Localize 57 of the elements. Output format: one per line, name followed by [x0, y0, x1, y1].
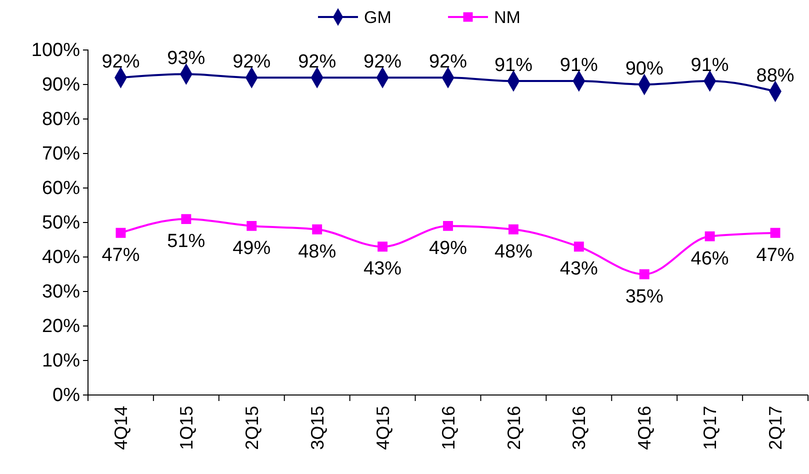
point	[443, 220, 453, 231]
data-label: 92%	[232, 52, 271, 73]
point	[639, 269, 650, 280]
data-label: 92%	[428, 52, 468, 73]
x-tick-label: 2Q16	[504, 406, 524, 450]
data-label: 48%	[298, 241, 336, 262]
data-label: 43%	[364, 258, 402, 280]
y-tick-label: 70%	[42, 144, 80, 165]
point	[312, 224, 322, 234]
data-label: 48%	[494, 241, 533, 262]
y-tick-label: 10%	[42, 350, 80, 372]
data-label: 47%	[756, 244, 794, 266]
data-label: 93%	[167, 48, 206, 70]
point	[508, 224, 518, 234]
x-tick-label: 4Q16	[634, 406, 655, 450]
data-label: 92%	[298, 52, 336, 73]
data-label: 49%	[428, 238, 468, 259]
point	[181, 214, 192, 224]
data-label: 47%	[102, 244, 140, 266]
data-label: 43%	[560, 258, 598, 280]
data-label: 91%	[560, 55, 598, 76]
y-tick-label: 50%	[42, 212, 80, 234]
y-tick-label: 80%	[42, 109, 80, 130]
data-label: 91%	[494, 55, 533, 76]
data-label: 92%	[364, 52, 402, 73]
data-label: 46%	[690, 248, 729, 270]
x-tick-label: 1Q15	[176, 406, 196, 450]
data-label: 51%	[167, 231, 206, 252]
data-label: 49%	[232, 238, 271, 259]
x-tick-label: 3Q16	[569, 406, 590, 450]
point	[116, 228, 126, 238]
point	[770, 228, 780, 238]
x-tick-label: 1Q17	[700, 406, 720, 450]
data-label: 92%	[102, 52, 140, 73]
y-tick-label: 40%	[42, 247, 80, 268]
point	[574, 242, 584, 252]
legend-label: GM	[364, 8, 392, 27]
x-tick-label: 3Q15	[307, 406, 328, 450]
y-tick-label: 60%	[42, 178, 80, 200]
x-tick-label: 4Q14	[111, 406, 132, 450]
x-tick-label: 4Q15	[372, 406, 393, 450]
x-tick-label: 2Q15	[242, 406, 262, 450]
x-tick-label: 1Q16	[438, 406, 458, 450]
y-tick-label: 30%	[42, 282, 80, 303]
point	[378, 242, 388, 252]
y-tick-label: 90%	[42, 74, 80, 96]
point	[704, 231, 715, 242]
y-tick-label: 100%	[31, 40, 80, 62]
x-tick-label: 2Q17	[766, 406, 786, 450]
data-label: 35%	[625, 286, 664, 308]
y-tick-label: 0%	[52, 385, 80, 406]
data-label: 91%	[690, 55, 729, 76]
point	[246, 220, 257, 231]
data-label: 90%	[625, 58, 664, 80]
data-label: 88%	[756, 65, 794, 86]
legend-label: NM	[494, 8, 520, 27]
y-tick-label: 20%	[42, 316, 80, 338]
